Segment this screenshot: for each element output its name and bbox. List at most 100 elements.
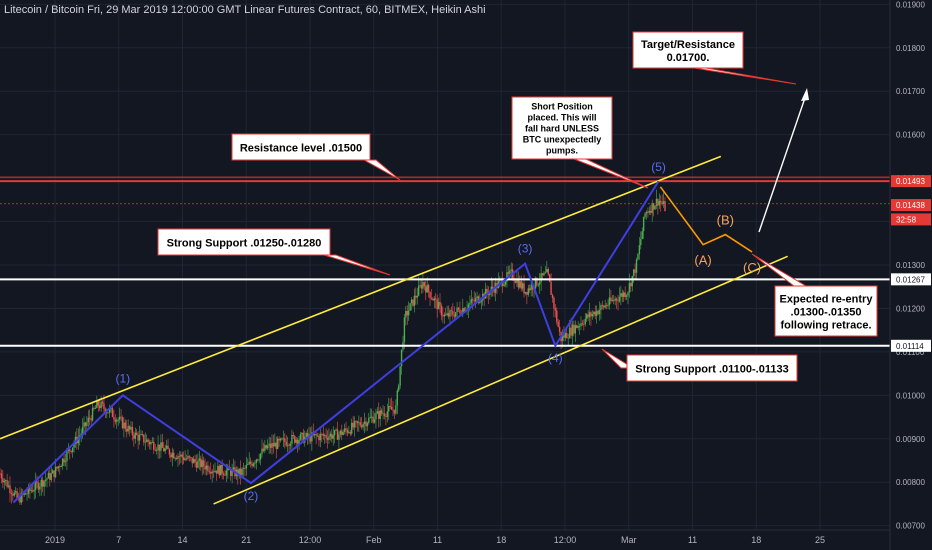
candle-body <box>591 313 594 317</box>
target-arrow-head <box>801 88 809 101</box>
candle-body <box>239 468 242 476</box>
candle-body <box>415 295 417 298</box>
candle-body <box>435 298 437 300</box>
candle-body <box>43 480 45 487</box>
candle-body <box>631 276 633 287</box>
candle-body <box>262 448 265 451</box>
candle-body <box>420 284 423 289</box>
candle-body <box>190 457 192 459</box>
candle-body <box>69 449 71 452</box>
candle-body <box>168 449 171 455</box>
x-tick-label: 11 <box>688 535 697 545</box>
candle-body <box>148 441 151 445</box>
candle-body <box>241 468 243 476</box>
candle-body <box>621 293 623 297</box>
candle-body <box>583 324 585 325</box>
candle-body <box>645 211 648 214</box>
y-tick-label: 0.01200 <box>896 304 925 313</box>
candle-body <box>352 422 354 428</box>
candle-body <box>557 321 559 327</box>
candle-body <box>624 292 626 298</box>
candle-body <box>37 482 40 490</box>
candle-body <box>628 283 631 293</box>
candle-body <box>335 429 337 431</box>
annotation-text: Strong Support .01100-.01133 <box>635 364 788 376</box>
y-tick-label: 0.01600 <box>896 131 925 140</box>
candle-body <box>378 411 380 419</box>
candle-body <box>521 283 524 289</box>
candle-body <box>474 297 477 302</box>
candle-body <box>623 292 625 297</box>
candle-body <box>517 279 520 288</box>
candle-body <box>339 430 342 435</box>
candle-body <box>423 282 426 287</box>
candle-body <box>192 458 195 464</box>
candle-body <box>70 451 72 452</box>
y-tick-label: 0.00900 <box>896 435 925 444</box>
candle-body <box>578 325 581 327</box>
candle-body <box>567 337 569 339</box>
candle-body <box>410 299 413 304</box>
candle-body <box>247 464 249 465</box>
candle-body <box>509 270 511 274</box>
candle-body <box>150 442 152 445</box>
candle-body <box>345 428 347 431</box>
annotation-text: Target/Resistance <box>641 39 735 51</box>
candle-body <box>342 432 344 435</box>
candle-body <box>436 299 438 310</box>
candle-body <box>242 468 245 469</box>
candle-body <box>450 310 453 312</box>
candle-body <box>14 491 17 493</box>
candle-body <box>416 295 418 298</box>
candle-body <box>356 421 359 424</box>
target-arrow-line <box>758 91 808 233</box>
candle-body <box>184 458 186 461</box>
candle-body <box>84 422 87 426</box>
candle-body <box>319 433 322 441</box>
candle-body <box>118 416 121 420</box>
candle-body <box>548 274 551 282</box>
candle-body <box>26 493 28 495</box>
candle-body <box>432 298 434 301</box>
candle-body <box>134 432 136 439</box>
candle-body <box>96 400 98 408</box>
candle-body <box>215 470 218 474</box>
candle-body <box>353 421 356 428</box>
wave-label: (1) <box>115 371 130 385</box>
candle-body <box>348 431 350 433</box>
candle-body <box>71 447 74 452</box>
candle-body <box>407 310 410 316</box>
candle-body <box>652 202 655 210</box>
candle-body <box>197 460 199 468</box>
candle-body <box>576 325 578 328</box>
candle-body <box>395 405 397 414</box>
candle-body <box>366 422 369 427</box>
candle-body <box>570 327 572 336</box>
x-tick-label: 21 <box>241 535 251 545</box>
candle-body <box>255 459 258 463</box>
candle-body <box>61 458 64 467</box>
candle-body <box>154 449 156 451</box>
candle-body <box>611 299 614 301</box>
candle-body <box>564 332 567 338</box>
candle-body <box>211 471 213 474</box>
candle-body <box>514 280 517 283</box>
candle-body <box>210 471 212 474</box>
candle-body <box>597 310 599 315</box>
candle-body <box>254 462 256 464</box>
candle-body <box>257 459 259 461</box>
candle-body <box>534 277 537 289</box>
price-label: 0.01267 <box>896 275 925 284</box>
candle-body <box>120 416 122 418</box>
candle-body <box>382 413 384 415</box>
candle-body <box>543 272 545 276</box>
candle-body <box>540 273 542 283</box>
candle-body <box>329 433 332 437</box>
candle-body <box>430 298 433 299</box>
candle-body <box>155 450 158 451</box>
candle-body <box>60 466 62 468</box>
candle-body <box>437 301 440 310</box>
candle-body <box>429 291 431 299</box>
candle-body <box>638 245 641 255</box>
